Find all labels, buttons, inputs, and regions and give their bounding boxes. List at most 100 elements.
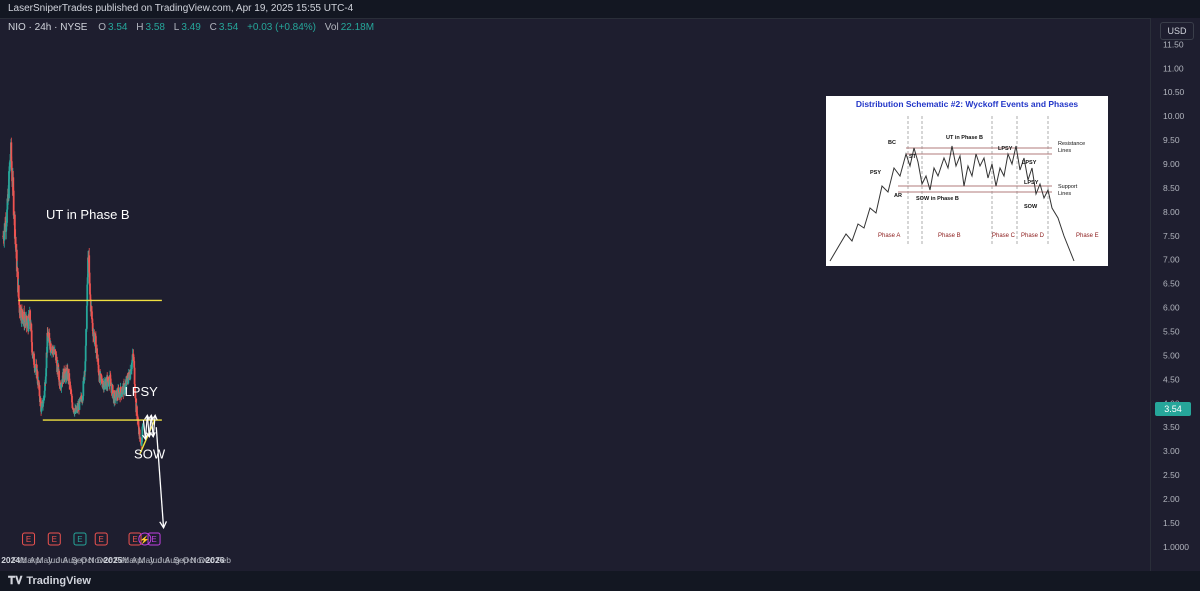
candle-body (103, 387, 105, 390)
candle-body (38, 385, 41, 397)
phase-e-label: Phase E (1076, 233, 1099, 239)
candle-body (31, 342, 33, 353)
candle-body (141, 425, 144, 427)
earnings-marker-box (22, 532, 36, 546)
earnings-marker-label: E (52, 535, 57, 544)
candle-body (45, 352, 48, 369)
candle-body (30, 330, 33, 343)
candle-body (85, 305, 88, 329)
candle-body (141, 426, 144, 438)
candle-body (89, 283, 91, 295)
candle-body (96, 348, 98, 359)
price-axis[interactable]: 1.00001.502.002.503.003.504.004.505.005.… (1150, 18, 1200, 571)
y-tick-label: 3.00 (1163, 446, 1180, 456)
x-tick-label: Mar (122, 555, 137, 565)
zigzag-arrow-segment (152, 415, 156, 437)
candle-body (48, 338, 51, 346)
candle-body (71, 395, 73, 403)
wyckoff-schematic-inset: Distribution Schematic #2: Wyckoff Event… (826, 96, 1108, 266)
earnings-marker-label: E (77, 535, 82, 544)
candle-body (139, 438, 142, 442)
candle-body (119, 386, 122, 392)
label-lpsy-low: LPSY (1024, 180, 1039, 186)
y-tick-label: 10.50 (1163, 87, 1185, 97)
tv-mark-icon: 𝐓𝐕 (8, 575, 23, 587)
candle-body (17, 285, 20, 299)
candle-body (12, 177, 15, 191)
y-tick-label: 5.00 (1163, 350, 1180, 360)
candle-body (111, 385, 114, 398)
candle-body (103, 382, 106, 388)
annotation-label: UT in Phase B (46, 207, 130, 222)
candle-body (71, 402, 74, 408)
phase-d-label: Phase D (1021, 233, 1045, 239)
candle-body (29, 310, 32, 322)
candle-body (58, 370, 60, 380)
zigzag-arrow-segment (144, 415, 148, 440)
y-tick-label: 1.50 (1163, 518, 1180, 528)
label-support-2: Lines (1058, 191, 1071, 197)
candle-body (134, 384, 136, 392)
x-tick-label: Feb (12, 555, 27, 565)
y-tick-label: 9.00 (1163, 159, 1180, 169)
candle-body (13, 214, 16, 239)
x-tick-label: Feb (216, 555, 231, 565)
y-tick-label: 4.50 (1163, 374, 1180, 384)
candle-body (114, 397, 117, 401)
currency-button[interactable]: USD (1160, 22, 1194, 40)
y-tick-label: 2.50 (1163, 470, 1180, 480)
x-tick-label: Oct (183, 555, 197, 565)
x-tick-label: Sep (71, 555, 86, 565)
phase-a-label: Phase A (878, 233, 900, 239)
candle-body (65, 368, 68, 373)
x-tick-label: 2025 (104, 555, 123, 565)
candle-body (68, 373, 71, 385)
y-tick-label: 7.50 (1163, 231, 1180, 241)
volume-value: 22.18M (340, 22, 375, 33)
label-ut: UT in Phase B (946, 135, 983, 141)
y-tick-label: 8.50 (1163, 183, 1180, 193)
candle-body (44, 382, 46, 391)
earnings-marker-label: E (132, 535, 137, 544)
candle-body (27, 314, 30, 332)
tradingview-logo[interactable]: 𝐓𝐕 TradingView (8, 575, 91, 588)
volume-label: Vol (324, 22, 339, 33)
candle-body (8, 171, 10, 199)
candle-body (120, 394, 123, 397)
earnings-marker-box (73, 532, 87, 546)
x-tick-label: Apr (29, 555, 42, 565)
candle-body (6, 198, 9, 210)
candle-body (136, 406, 138, 415)
candle-body (5, 222, 8, 227)
earnings-marker-label: E (151, 535, 156, 544)
candle-body (54, 349, 57, 352)
label-sow-b: SOW in Phase B (916, 196, 959, 202)
zigzag-arrow-segment (146, 415, 150, 437)
x-tick-label: Nov (88, 555, 104, 565)
candle-body (10, 142, 13, 162)
candle-body (46, 332, 49, 353)
y-tick-label: 2.00 (1163, 494, 1180, 504)
symbol-name[interactable]: NIO · 24h · NYSE (8, 22, 88, 33)
x-tick-label: Jul (56, 555, 67, 565)
schematic-labels: BC ST UT in Phase B LPSY Resistance Line… (870, 135, 1085, 210)
earnings-marker-label: E (99, 535, 104, 544)
phase-c-label: Phase C (992, 233, 1016, 239)
x-tick-label: Sep (173, 555, 188, 565)
label-ar: AR (894, 193, 902, 199)
annotation-label: LPSY (125, 384, 159, 399)
schematic-title: Distribution Schematic #2: Wyckoff Event… (856, 99, 1079, 109)
y-axis-ticks: 1.00001.502.002.503.003.504.004.505.005.… (1163, 39, 1189, 551)
zigzag-arrow-segment (150, 415, 154, 437)
x-tick-label: Nov (190, 555, 206, 565)
schematic-lines (898, 147, 1052, 193)
x-tick-label: 2026 (206, 555, 225, 565)
publisher-bar: LaserSniperTrades published on TradingVi… (0, 0, 1200, 19)
candle-body (33, 353, 35, 365)
y-tick-label: 11.00 (1163, 63, 1184, 73)
change-value: +0.03 (+0.84%) (247, 22, 316, 33)
schematic-price-path (829, 145, 1075, 262)
label-lpsy-mid: LPSY (1022, 160, 1037, 166)
zigzag-arrow-segment (148, 415, 152, 437)
